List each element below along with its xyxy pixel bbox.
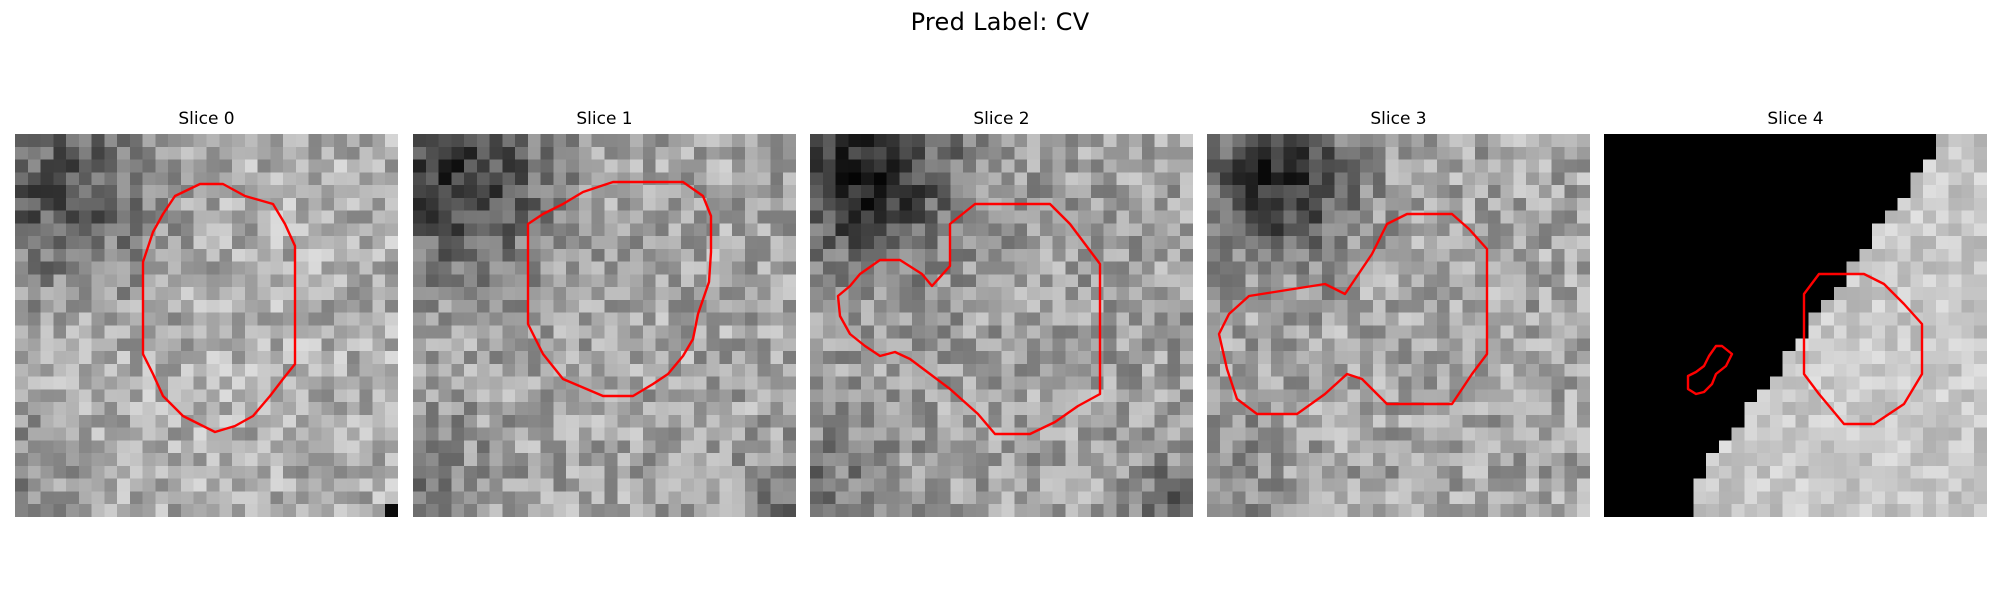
figure-title: Pred Label: CV: [910, 8, 1090, 36]
slice-panel-1: Slice 1: [413, 108, 796, 517]
grayscale-slice-image: [1207, 134, 1590, 517]
contour-overlay: [141, 182, 297, 434]
contour-overlay: [1217, 212, 1489, 416]
slice-title: Slice 0: [178, 109, 235, 129]
slice-panel-4: Slice 4: [1604, 108, 1987, 517]
segmentation-contour: [836, 202, 1102, 436]
slice-panel-3: Slice 3: [1207, 108, 1590, 517]
slice-title: Slice 3: [1370, 109, 1427, 129]
segmentation-contour: [1217, 212, 1489, 416]
slice-panel-2: Slice 2: [810, 108, 1193, 517]
grayscale-slice-image: [15, 134, 398, 517]
segmentation-contour: [1686, 344, 1734, 396]
contour-overlay: [526, 180, 713, 398]
slice-title: Slice 4: [1767, 109, 1824, 129]
slice-title: Slice 2: [973, 109, 1030, 129]
slice-panel-0: Slice 0: [15, 108, 398, 517]
grayscale-slice-image: [413, 134, 796, 517]
contour-overlay: [836, 202, 1102, 436]
segmentation-contour: [1802, 272, 1924, 426]
segmentation-contour: [526, 180, 713, 398]
slice-title: Slice 1: [576, 109, 633, 129]
segmentation-contour: [141, 182, 297, 434]
contour-overlay: [1686, 272, 1924, 426]
grayscale-slice-image: [810, 134, 1193, 517]
